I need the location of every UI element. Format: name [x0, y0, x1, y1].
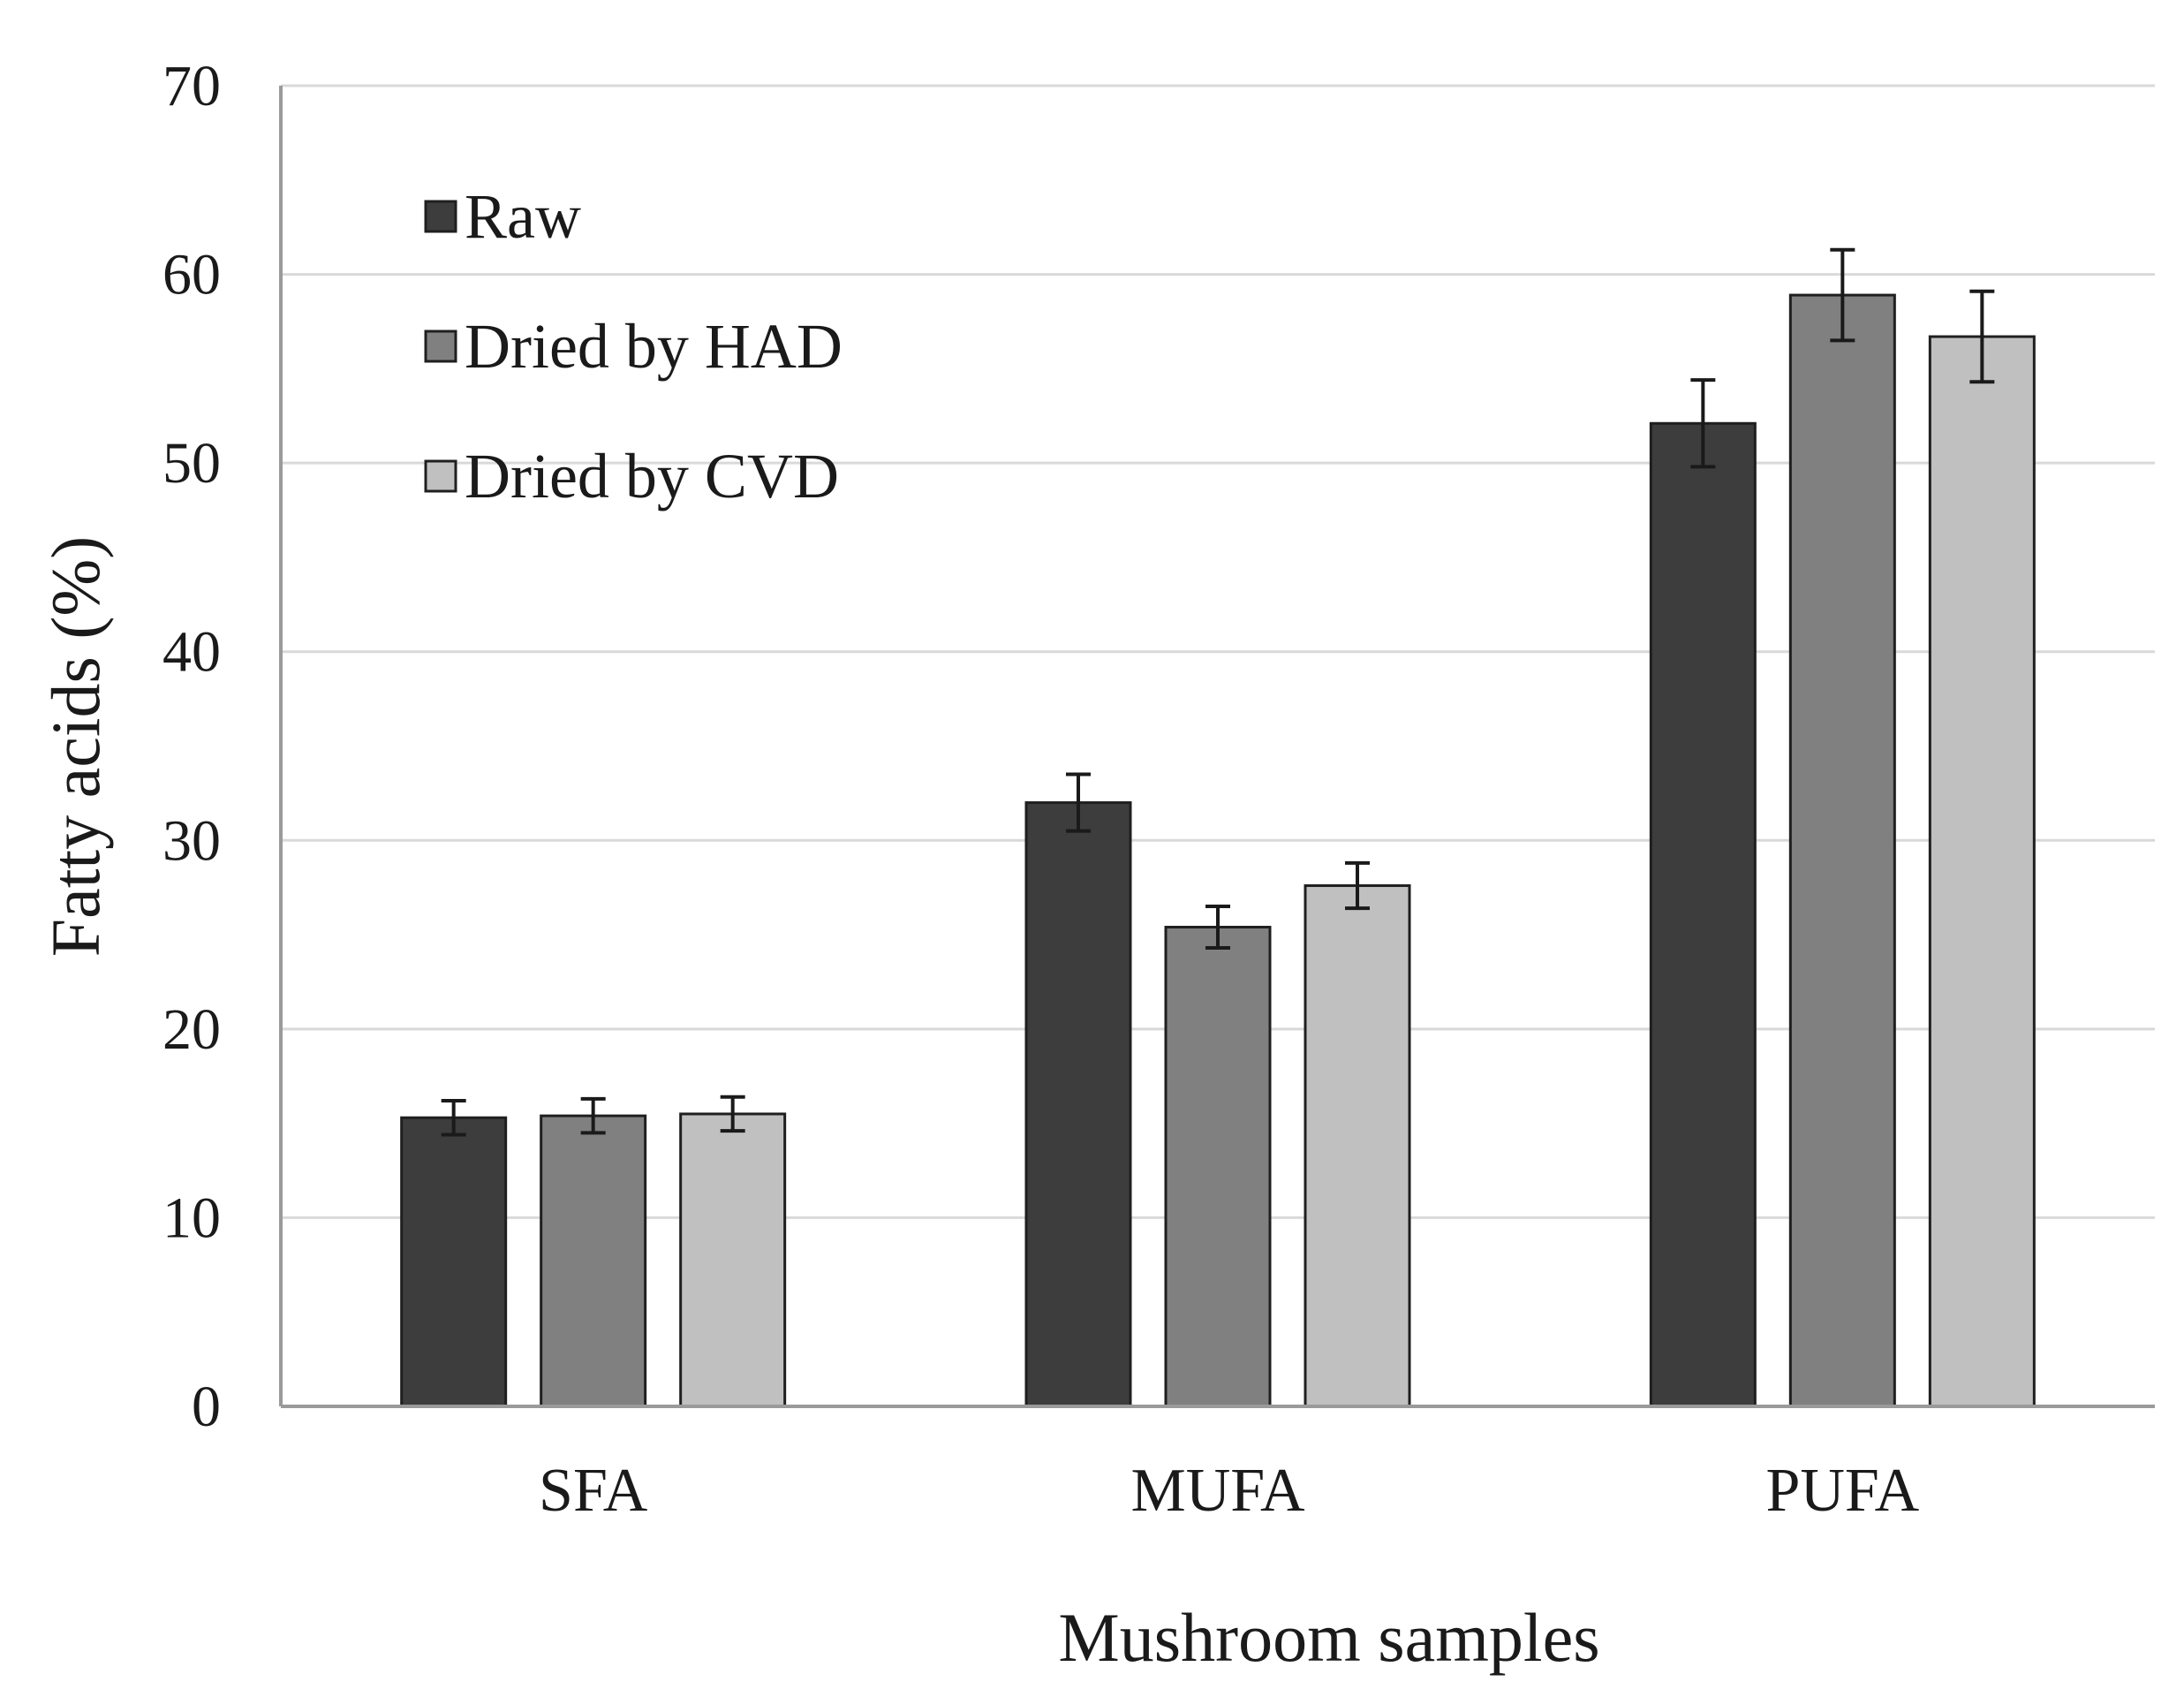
y-tick-label: 40: [162, 620, 221, 685]
bar-sfa-1: [400, 1116, 508, 1408]
error-bar: [720, 1095, 745, 1133]
legend-label: Dried by CVD: [465, 441, 839, 511]
y-axis-title: Fatty acids (%): [37, 536, 114, 958]
error-bar: [1830, 247, 1855, 343]
error-bar: [580, 1096, 606, 1135]
bar-pufa-2: [1788, 293, 1896, 1408]
error-bar: [1066, 772, 1091, 833]
x-tick-label: MUFA: [1130, 1457, 1305, 1525]
legend-label: Dried by HAD: [465, 311, 843, 382]
y-tick-label: 50: [162, 431, 221, 496]
legend-swatch: [424, 330, 457, 363]
error-bar: [1690, 378, 1716, 469]
bar-mufa-1: [1024, 801, 1132, 1408]
legend-swatch: [424, 459, 457, 493]
bar-sfa-2: [540, 1114, 647, 1408]
bars: [400, 247, 2036, 1408]
bar-mufa-2: [1164, 926, 1272, 1408]
y-tick-label: 10: [162, 1186, 221, 1250]
gridlines: [281, 84, 2155, 1219]
y-tick-label: 60: [162, 243, 221, 307]
x-tick-label: PUFA: [1765, 1457, 1919, 1525]
bar-pufa-3: [1928, 335, 2036, 1408]
y-tick-label: 20: [162, 997, 221, 1062]
x-axis-title: Mushroom samples: [1058, 1599, 1599, 1676]
legend-swatch: [424, 200, 457, 233]
legend: Raw Dried by HAD Dried by CVD: [424, 181, 843, 511]
error-bar: [1969, 289, 1995, 384]
y-tick-label: 70: [162, 54, 221, 118]
bar-sfa-3: [679, 1112, 787, 1408]
error-bar: [1205, 905, 1230, 951]
y-tick-label: 0: [192, 1375, 221, 1439]
bar-mufa-3: [1304, 884, 1411, 1408]
bar-pufa-1: [1649, 421, 1757, 1408]
legend-label: Raw: [465, 181, 581, 252]
error-bar: [1345, 860, 1370, 911]
axes: 0 10 20 30 40 50 60 70 SFA MUFA PUFA: [162, 54, 2155, 1525]
x-tick-label: SFA: [539, 1457, 648, 1525]
y-tick-label: 30: [162, 808, 221, 873]
error-bar: [441, 1099, 466, 1137]
